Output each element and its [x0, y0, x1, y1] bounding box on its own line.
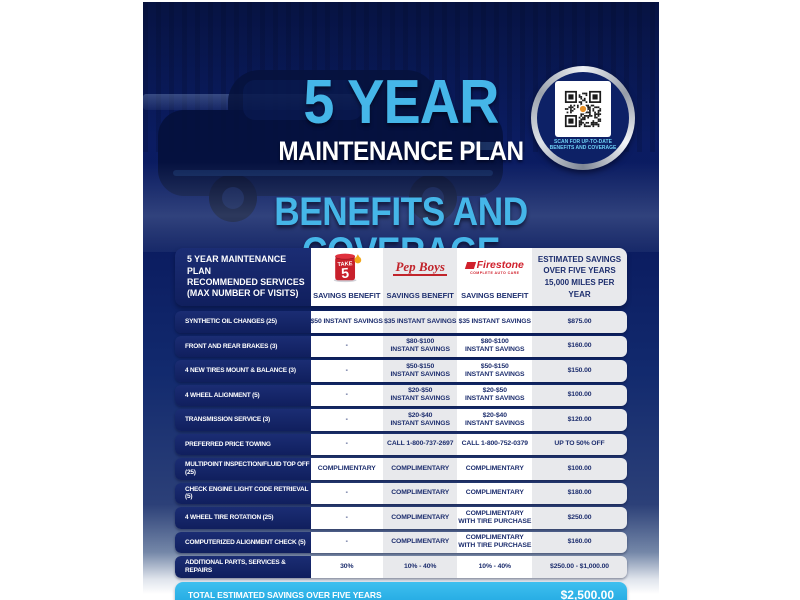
firestone-benefit-label: SAVINGS BENEFIT	[461, 291, 529, 300]
road-background	[143, 162, 659, 252]
table-row: PREFERRED PRICE TOWING - CALL 1-800-737-…	[175, 433, 627, 455]
estimated-savings-value: $160.00	[532, 531, 627, 553]
firestone-benefit-value: 10% - 40%	[457, 556, 533, 578]
estimated-savings-value: $150.00	[532, 360, 627, 382]
take5-benefit-value: -	[310, 482, 383, 504]
take5-benefit-value: -	[310, 531, 383, 553]
take5-column-header: TAKE 5 SAVINGS BENEFIT	[310, 248, 383, 306]
estimated-savings-column-header: ESTIMATED SAVINGS OVER FIVE YEARS 15,000…	[532, 248, 627, 306]
firestone-benefit-value: COMPLIMENTARY WITH TIRE PURCHASE	[457, 507, 533, 529]
benefits-table: 5 YEAR MAINTENANCE PLAN RECOMMENDED SERV…	[175, 248, 627, 578]
firestone-column-header: Firestone COMPLETE AUTO CARE SAVINGS BEN…	[457, 248, 533, 306]
pepboys-benefit-value: $80-$100 INSTANT SAVINGS	[382, 335, 458, 357]
service-name: PREFERRED PRICE TOWING	[175, 433, 311, 455]
pepboys-column-header: Pep Boys SAVINGS BENEFIT	[382, 248, 458, 306]
service-name: COMPUTERIZED ALIGNMENT CHECK (5)	[175, 531, 311, 553]
firestone-benefit-value: $80-$100 INSTANT SAVINGS	[457, 335, 533, 357]
pepboys-benefit-value: $50-$150 INSTANT SAVINGS	[382, 360, 458, 382]
services-column-header: 5 YEAR MAINTENANCE PLAN RECOMMENDED SERV…	[175, 248, 311, 306]
take5-benefit-value: 30%	[310, 556, 383, 578]
take5-benefit-value: -	[310, 409, 383, 431]
service-name: 4 NEW TIRES MOUNT & BALANCE (3)	[175, 360, 311, 382]
pepboys-benefit-value: $20-$50 INSTANT SAVINGS	[382, 384, 458, 406]
qr-badge: SCAN FOR UP-TO-DATE BENEFITS AND COVERAG…	[531, 66, 635, 170]
take5-benefit-value: -	[310, 335, 383, 357]
estimated-savings-value: $250.00	[532, 507, 627, 529]
table-row: FRONT AND REAR BRAKES (3) - $80-$100 INS…	[175, 335, 627, 357]
service-name: SYNTHETIC OIL CHANGES (25)	[175, 311, 311, 333]
take5-logo-icon: TAKE 5	[311, 248, 383, 288]
table-row: COMPUTERIZED ALIGNMENT CHECK (5) - COMPL…	[175, 531, 627, 553]
estimated-savings-value: $180.00	[532, 482, 627, 504]
estimated-savings-value: $160.00	[532, 335, 627, 357]
service-name: MULTIPOINT INSPECTION/FLUID TOP OFF (25)	[175, 458, 311, 480]
table-row: 4 WHEEL ALIGNMENT (5) - $20-$50 INSTANT …	[175, 384, 627, 406]
svg-text:TAKE: TAKE	[337, 261, 353, 268]
table-row: TRANSMISSION SERVICE (3) - $20-$40 INSTA…	[175, 409, 627, 431]
firestone-logo: Firestone COMPLETE AUTO CARE	[457, 248, 532, 288]
service-name: FRONT AND REAR BRAKES (3)	[175, 335, 311, 357]
estimated-savings-value: $100.00	[532, 384, 627, 406]
pepboys-logo: Pep Boys	[393, 259, 447, 276]
firestone-benefit-value: COMPLIMENTARY	[457, 458, 533, 480]
firestone-benefit-value: COMPLIMENTARY	[457, 482, 533, 504]
pepboys-benefit-value: COMPLIMENTARY	[382, 531, 458, 553]
take5-benefit-value: $50 INSTANT SAVINGS	[310, 311, 383, 333]
estimated-savings-value: $120.00	[532, 409, 627, 431]
estimated-savings-value: UP TO 50% OFF	[532, 433, 627, 455]
pepboys-benefit-value: 10% - 40%	[382, 556, 458, 578]
qr-caption: SCAN FOR UP-TO-DATE BENEFITS AND COVERAG…	[549, 139, 617, 152]
firestone-benefit-value: CALL 1-800-752-0379	[457, 433, 533, 455]
service-name: 4 WHEEL TIRE ROTATION (25)	[175, 507, 311, 529]
take5-benefit-value: COMPLIMENTARY	[310, 458, 383, 480]
pepboys-benefit-value: CALL 1-800-737-2697	[382, 433, 458, 455]
take5-benefit-value: -	[310, 507, 383, 529]
pepboys-benefit-label: SAVINGS BENEFIT	[386, 291, 454, 300]
service-name: 4 WHEEL ALIGNMENT (5)	[175, 384, 311, 406]
car-photo-background	[143, 2, 659, 252]
service-name: TRANSMISSION SERVICE (3)	[175, 409, 311, 431]
estimated-savings-value: $875.00	[532, 311, 627, 333]
table-row: 4 WHEEL TIRE ROTATION (25) - COMPLIMENTA…	[175, 507, 627, 529]
firestone-benefit-value: COMPLIMENTARY WITH TIRE PURCHASE	[457, 531, 533, 553]
maintenance-plan-flyer: 5 YEAR MAINTENANCE PLAN SCAN FOR UP-TO-D…	[143, 2, 659, 600]
plan-subtitle: MAINTENANCE PLAN	[278, 136, 524, 166]
car-silhouette	[158, 70, 503, 222]
pepboys-benefit-value: $20-$40 INSTANT SAVINGS	[382, 409, 458, 431]
pepboys-benefit-value: COMPLIMENTARY	[382, 507, 458, 529]
service-name: ADDITIONAL PARTS, SERVICES & REPAIRS	[175, 556, 311, 578]
total-savings-bar: TOTAL ESTIMATED SAVINGS OVER FIVE YEARS …	[175, 582, 627, 600]
pepboys-benefit-value: COMPLIMENTARY	[382, 458, 458, 480]
table-row: 4 NEW TIRES MOUNT & BALANCE (3) - $50-$1…	[175, 360, 627, 382]
svg-text:5: 5	[340, 266, 349, 283]
table-row: SYNTHETIC OIL CHANGES (25) $50 INSTANT S…	[175, 311, 627, 333]
take5-benefit-value: -	[310, 433, 383, 455]
service-name: CHECK ENGINE LIGHT CODE RETRIEVAL (5)	[175, 482, 311, 504]
firestone-benefit-value: $20-$40 INSTANT SAVINGS	[457, 409, 533, 431]
table-row: ADDITIONAL PARTS, SERVICES & REPAIRS 30%…	[175, 556, 627, 578]
pepboys-benefit-value: $35 INSTANT SAVINGS	[382, 311, 458, 333]
estimated-savings-value: $250.00 - $1,000.00	[532, 556, 627, 578]
qr-badge-inner: SCAN FOR UP-TO-DATE BENEFITS AND COVERAG…	[537, 72, 629, 164]
table-row: MULTIPOINT INSPECTION/FLUID TOP OFF (25)…	[175, 458, 627, 480]
take5-benefit-value: -	[310, 360, 383, 382]
firestone-benefit-value: $50-$150 INSTANT SAVINGS	[457, 360, 533, 382]
take5-benefit-value: -	[310, 384, 383, 406]
pepboys-benefit-value: COMPLIMENTARY	[382, 482, 458, 504]
take5-benefit-label: SAVINGS BENEFIT	[313, 291, 381, 300]
total-label: TOTAL ESTIMATED SAVINGS OVER FIVE YEARS	[188, 590, 382, 600]
table-header-row: 5 YEAR MAINTENANCE PLAN RECOMMENDED SERV…	[175, 248, 627, 306]
table-body: SYNTHETIC OIL CHANGES (25) $50 INSTANT S…	[175, 311, 627, 578]
firestone-benefit-value: $35 INSTANT SAVINGS	[457, 311, 533, 333]
plan-title: 5 YEAR	[303, 68, 499, 137]
table-row: CHECK ENGINE LIGHT CODE RETRIEVAL (5) - …	[175, 482, 627, 504]
firestone-benefit-value: $20-$50 INSTANT SAVINGS	[457, 384, 533, 406]
total-value: $2,500.00	[560, 588, 614, 600]
estimated-savings-value: $100.00	[532, 458, 627, 480]
firestone-mark-icon	[464, 262, 476, 270]
qr-code-icon	[555, 81, 611, 137]
